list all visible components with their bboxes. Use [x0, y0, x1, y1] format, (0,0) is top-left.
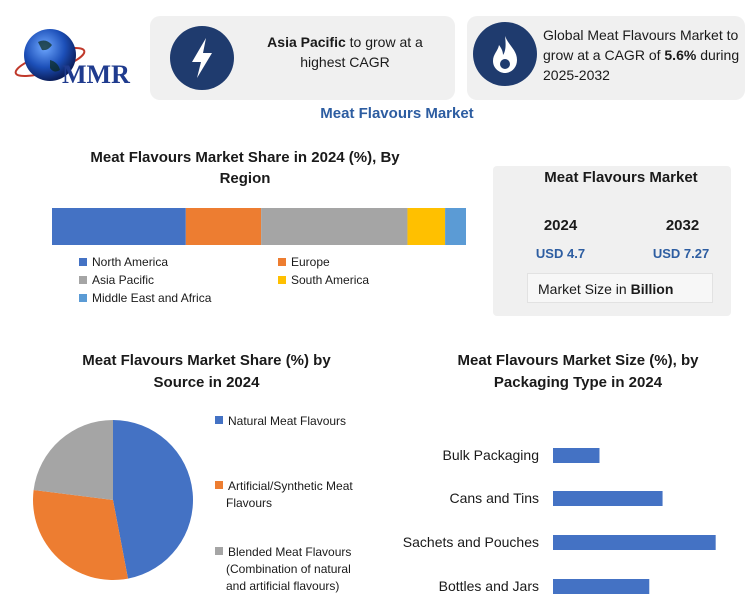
pie-slice-artificial-synthetic: [32, 489, 128, 580]
cagr-text: Global Meat Flavours Market to grow at a…: [543, 27, 740, 83]
bar-sachets-and-pouches: [553, 535, 716, 550]
legend-swatch: [278, 258, 286, 266]
region-segment-north-america: [52, 208, 186, 245]
packaging-bar-chart: [553, 448, 716, 594]
flame-icon: [473, 22, 537, 86]
region-chart-title: Meat Flavours Market Share in 2024 (%), …: [90, 149, 400, 187]
region-segment-asia-pacific: [261, 208, 408, 245]
logo: MMR: [12, 22, 137, 92]
page-title: Meat Flavours Market: [320, 105, 474, 122]
highlight-card-region: Asia Pacific to grow at a highest CAGR: [150, 16, 455, 100]
bar-bulk-packaging: [553, 448, 600, 463]
year-2032: 2032: [665, 217, 700, 234]
legend-swatch: [79, 276, 87, 284]
bar-label-sachets-pouches: Sachets and Pouches: [402, 534, 539, 550]
legend-swatch: [215, 547, 223, 556]
legend-middle-east-africa: Middle East and Africa: [79, 291, 211, 305]
pie-legend-blended: Blended Meat Flavours (Combination of na…: [215, 544, 351, 595]
legend-south-america: South America: [278, 273, 369, 287]
pie-legend-artificial: Artificial/Synthetic Meat Flavours: [215, 478, 353, 512]
pie-legend-natural: Natural Meat Flavours: [215, 413, 346, 430]
legend-asia-pacific: Asia Pacific: [79, 273, 154, 287]
legend-swatch: [79, 258, 87, 266]
market-size-unit: Market Size in Billion: [527, 273, 713, 303]
region-segment-europe: [185, 208, 262, 245]
year-2024: 2024: [543, 217, 578, 234]
packaging-chart-title: Meat Flavours Market Size (%), by Packag…: [457, 352, 699, 391]
value-2024: USD 4.7: [535, 246, 586, 261]
pie-slice-natural: [113, 420, 194, 579]
lightning-icon: [170, 26, 234, 90]
value-2032: USD 7.27: [652, 246, 710, 261]
globe-logo-icon: [14, 29, 86, 81]
bar-cans-and-tins: [553, 491, 663, 506]
region-growth-text: Asia Pacific to grow at a highest CAGR: [267, 34, 423, 70]
bar-label-bulk-packaging: Bulk Packaging: [442, 447, 539, 463]
market-size-box: Meat Flavours Market 2024 USD 4.7 2032 U…: [493, 166, 731, 316]
legend-swatch: [215, 481, 223, 490]
legend-north-america: North America: [79, 255, 168, 269]
logo-text: MMR: [62, 60, 130, 89]
bar-label-cans-tins: Cans and Tins: [449, 490, 540, 506]
source-pie-chart: [32, 420, 194, 580]
region-stacked-bar-chart: [52, 208, 466, 245]
legend-swatch: [79, 294, 87, 302]
highlight-card-cagr: Global Meat Flavours Market to grow at a…: [467, 16, 745, 100]
legend-swatch: [215, 416, 223, 425]
region-segment-middle-east-and-africa: [445, 208, 466, 245]
market-box-title: Meat Flavours Market: [544, 169, 698, 186]
legend-europe: Europe: [278, 255, 330, 269]
legend-swatch: [278, 276, 286, 284]
pie-slice-blended: [33, 420, 113, 500]
source-chart-title: Meat Flavours Market Share (%) by Source…: [82, 352, 331, 391]
region-segment-south-america: [407, 208, 446, 245]
bar-bottles-and-jars: [553, 579, 650, 594]
bar-label-bottles-jars: Bottles and Jars: [438, 578, 539, 594]
